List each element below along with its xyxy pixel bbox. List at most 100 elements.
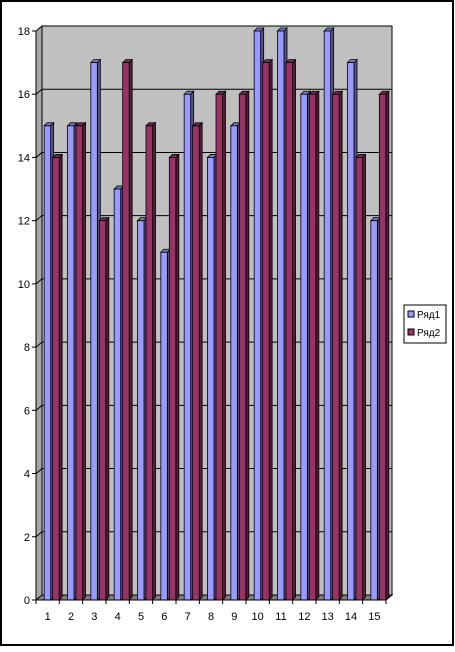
bar-front [75,125,83,601]
bar-2-13 [331,90,344,601]
bar-front [308,93,317,601]
bar-front [183,93,192,601]
bar-side [245,90,250,601]
side-wall [35,24,43,602]
bar-2-14 [355,153,367,601]
bar-2-10 [261,58,274,601]
y-tick-label: 16 [18,89,30,101]
bar-1-14 [346,58,358,601]
bar-1-4 [113,185,125,601]
bar-front [90,62,98,601]
bar-front [215,93,223,601]
bar-1-1 [43,121,55,601]
axes [32,30,387,604]
gridline-side [35,404,43,411]
x-tick-label: 14 [345,611,357,623]
y-tick-label: 10 [18,279,30,291]
bar-front [230,125,238,601]
bar-front [113,188,122,601]
bar-side [268,58,273,601]
gridline-side [35,215,43,222]
legend-swatch-series-2 [407,328,415,336]
bar-2-2 [75,121,87,601]
gridline-side [35,278,43,285]
bar-front [160,251,168,601]
bar-1-13 [323,27,335,601]
gridline-side [35,341,43,348]
bar-front [98,220,107,601]
bar-2-6 [168,153,180,601]
bar-side [198,121,203,601]
bar-1-12 [299,90,312,601]
bar-1-8 [206,153,218,601]
bar-front [52,157,60,601]
x-tick-label: 10 [252,611,264,623]
bar-2-11 [285,58,297,601]
bar-front [355,157,363,601]
bar-1-6 [159,248,172,601]
bar-side [315,90,320,601]
bar-2-15 [378,90,390,601]
bar-side [338,90,343,601]
y-tick-label: 8 [24,342,30,354]
y-tick-label: 6 [24,405,30,417]
bar-front [207,157,215,601]
gridline-side [35,152,43,158]
gridline-side [35,88,43,95]
bar-front [332,93,340,601]
bar-2-12 [308,90,320,601]
bar-side [385,90,390,601]
bar-side [152,121,156,601]
bar-side [362,153,366,601]
bar-1-15 [369,216,382,601]
bar-side [175,153,180,601]
bar-1-2 [66,121,78,601]
bars [43,27,390,601]
bar-1-5 [136,216,148,601]
bar-2-1 [51,153,64,601]
bar-side [128,58,133,601]
x-tick-label: 3 [91,611,97,623]
bar-1-3 [89,58,102,601]
bar-front [43,125,52,601]
x-tick-label: 12 [298,611,310,623]
bar-front [277,30,285,601]
x-tick-label: 13 [322,611,334,623]
bar-front [262,62,270,601]
legend: Ряд1 Ряд2 [403,304,447,344]
bar-2-9 [238,90,250,601]
x-tick-label: 7 [185,611,191,623]
y-tick-label: 4 [24,469,30,481]
x-tick-label: 4 [115,611,121,623]
x-tick-label: 15 [368,611,380,623]
y-tick-label: 2 [24,532,30,544]
bar-side [105,216,110,601]
bar-front [378,93,387,601]
bar-1-9 [229,121,242,601]
bar-1-7 [183,90,195,601]
bar-2-4 [121,58,134,601]
bar-front [145,125,153,601]
legend-label-series-2: Ряд2 [417,328,441,339]
bar-front [285,62,293,601]
y-tick-labels: 0 2 4 6 8 10 12 14 16 18 [18,26,30,607]
bar-side [58,153,63,601]
y-tick-label: 18 [18,26,30,38]
bar-2-7 [191,121,204,601]
bar-side [292,58,296,601]
bar-2-3 [98,216,110,601]
x-tick-labels: 1 2 3 4 5 6 7 8 9 10 11 12 13 14 15 [45,611,381,623]
y-tick-label: 12 [18,216,30,228]
x-tick-label: 6 [161,611,167,623]
bar-front [347,62,355,601]
gridline-side [35,531,43,538]
bar-front [67,125,75,601]
x-tick-label: 2 [68,611,74,623]
bar-front [323,30,332,601]
bar-front [137,220,145,601]
bar-1-11 [276,27,288,601]
bar-front [253,30,262,601]
bar-front [192,125,200,601]
